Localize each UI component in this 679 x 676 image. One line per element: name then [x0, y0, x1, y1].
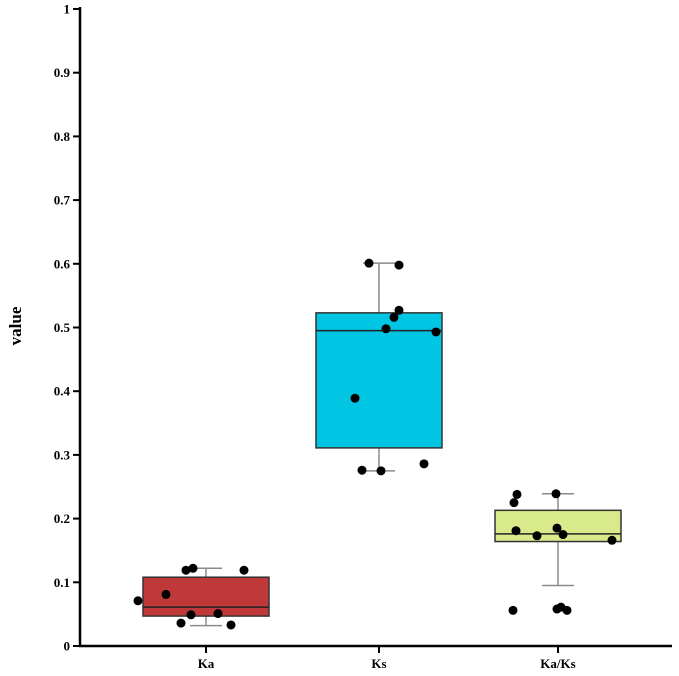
box-body — [315, 312, 443, 449]
box-group-ks — [315, 262, 443, 472]
data-point — [239, 565, 249, 575]
x-tick-label: Ks — [371, 656, 386, 671]
data-point — [213, 609, 223, 619]
data-point — [508, 605, 518, 615]
data-point — [558, 530, 568, 540]
data-point — [562, 605, 572, 615]
y-tick-label: 1 — [64, 2, 71, 17]
y-tick-label: 0.6 — [54, 256, 71, 271]
data-point — [161, 589, 171, 599]
y-axis-title: value — [6, 306, 25, 345]
data-point — [381, 324, 391, 334]
data-point — [357, 465, 367, 475]
y-tick-label: 0.7 — [54, 193, 71, 208]
data-point — [607, 535, 617, 545]
y-tick-label: 0.1 — [54, 575, 70, 590]
data-point — [176, 618, 186, 628]
data-points — [133, 258, 617, 630]
data-point — [419, 459, 429, 469]
data-point — [186, 610, 196, 620]
box-group-ka — [142, 567, 270, 627]
x-tick-label: Ka — [198, 656, 215, 671]
data-point — [394, 260, 404, 270]
data-point — [389, 312, 399, 322]
y-tick-label: 0 — [64, 639, 71, 654]
data-point — [376, 466, 386, 476]
data-point — [226, 620, 236, 630]
data-point — [511, 526, 521, 536]
data-point — [551, 489, 561, 499]
y-tick-label: 0.4 — [54, 384, 71, 399]
data-point — [364, 258, 374, 268]
data-point — [188, 563, 198, 573]
data-point — [133, 596, 143, 606]
box-group-kaks — [494, 493, 622, 587]
y-tick-label: 0.9 — [54, 65, 71, 80]
data-point — [509, 498, 519, 508]
y-axis-ticks: 0 0.1 0.2 0.3 0.4 0.5 0.6 0.7 0.8 0.9 1 — [54, 2, 80, 654]
x-tick-label: Ka/Ks — [540, 656, 575, 671]
y-tick-label: 0.5 — [54, 320, 71, 335]
data-point — [552, 523, 562, 533]
box-body — [142, 576, 270, 617]
data-point — [512, 489, 522, 499]
x-axis-ticks: Ka Ks Ka/Ks — [198, 646, 576, 671]
data-point — [181, 565, 191, 575]
y-tick-label: 0.2 — [54, 511, 70, 526]
data-point — [394, 305, 404, 315]
y-tick-label: 0.3 — [54, 447, 71, 462]
data-point — [431, 327, 441, 337]
data-point — [532, 531, 542, 541]
data-point — [350, 393, 360, 403]
box-series — [142, 262, 622, 627]
y-tick-label: 0.8 — [54, 129, 71, 144]
